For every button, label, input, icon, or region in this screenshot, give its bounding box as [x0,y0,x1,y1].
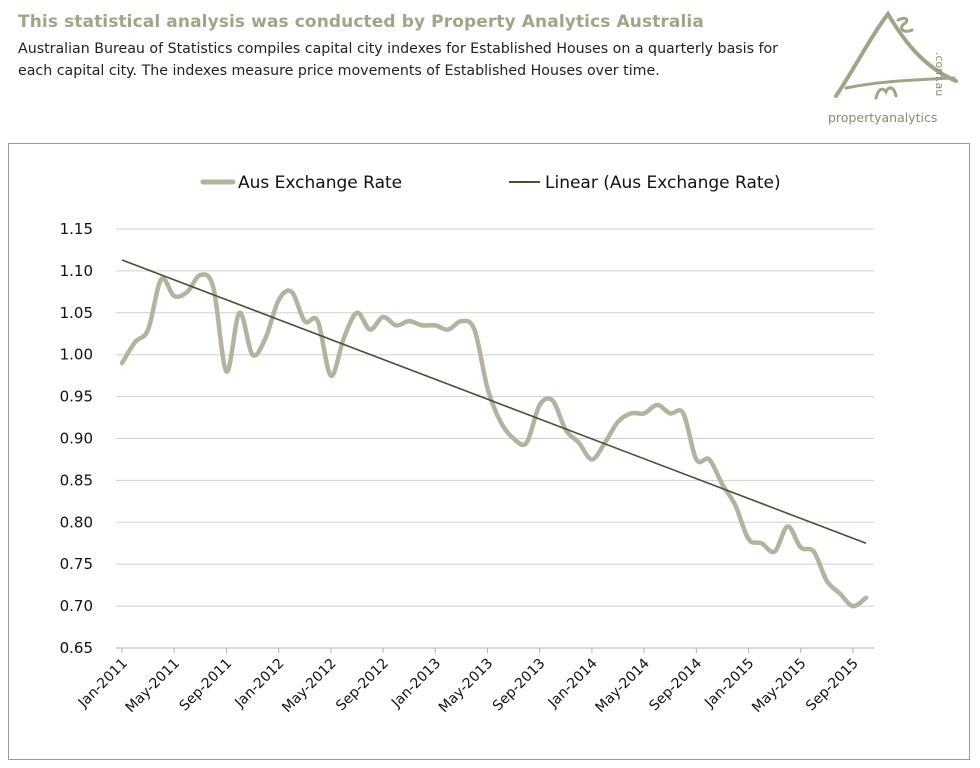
y-tick-label: 0.75 [60,555,93,573]
logo-domain: .com.au [933,52,946,97]
series-group [119,259,869,609]
x-tick-label: May-2011 [123,656,183,716]
x-tick-label: Jan-2015 [701,656,757,712]
page-description: Australian Bureau of Statistics compiles… [18,41,779,79]
x-tick-label: Sep-2015 [803,656,862,715]
y-tick-label: 0.85 [60,471,93,489]
exchange-rate-line [119,272,869,609]
header: This statistical analysis was conducted … [18,12,778,82]
legend: Aus Exchange Rate Linear (Aus Exchange Ra… [200,173,781,193]
page-title: This statistical analysis was conducted … [18,12,704,32]
x-tick-label: May-2013 [436,656,496,716]
x-tick-label: May-2012 [279,656,339,716]
grid-lines [116,228,874,649]
logo: propertyanalytics .com.au [826,6,966,126]
y-tick-label: 0.80 [60,513,93,531]
y-tick-label: 1.10 [60,262,93,280]
logo-text: propertyanalytics [828,110,938,125]
y-tick-label: 0.90 [60,430,93,448]
x-tick-label: Jan-2014 [545,655,601,711]
y-tick-label: 1.15 [60,220,93,238]
logo-house-icon [834,10,958,100]
x-tick-label: May-2014 [593,655,653,715]
y-tick-label: 1.05 [60,304,93,322]
x-tick-label: Jan-2013 [388,656,444,712]
linear-trend-line [121,259,867,544]
legend-label-linear: Linear (Aus Exchange Rate) [545,173,781,193]
y-tick-label: 1.00 [60,346,93,364]
x-tick-label: Sep-2013 [490,656,549,715]
exchange-rate-chart: 1.15 1.10 1.05 1.00 0.95 0.90 0.85 0.80 0.75 0.70… [60,173,874,716]
legend-label-exchange-rate: Aus Exchange Rate [238,173,402,193]
x-tick-label: May-2015 [749,656,809,716]
x-tick-label: Sep-2014 [646,655,705,714]
x-tick-label: Jan-2011 [75,656,131,712]
x-axis-ticks: Jan-2011May-2011Sep-2011Jan-2012May-2012… [75,648,862,716]
y-axis-ticks: 1.15 1.10 1.05 1.00 0.95 0.90 0.85 0.80 0.75 0.70… [60,220,93,657]
y-tick-label: 0.70 [60,597,93,615]
y-tick-label: 0.95 [60,388,93,406]
y-tick-label: 0.65 [60,639,93,657]
x-tick-label: Jan-2012 [231,656,287,712]
x-tick-label: Sep-2011 [177,656,236,715]
chart-frame: 1.15 1.10 1.05 1.00 0.95 0.90 0.85 0.80 0.75 0.70… [8,143,970,760]
x-tick-label: Sep-2012 [333,656,392,715]
